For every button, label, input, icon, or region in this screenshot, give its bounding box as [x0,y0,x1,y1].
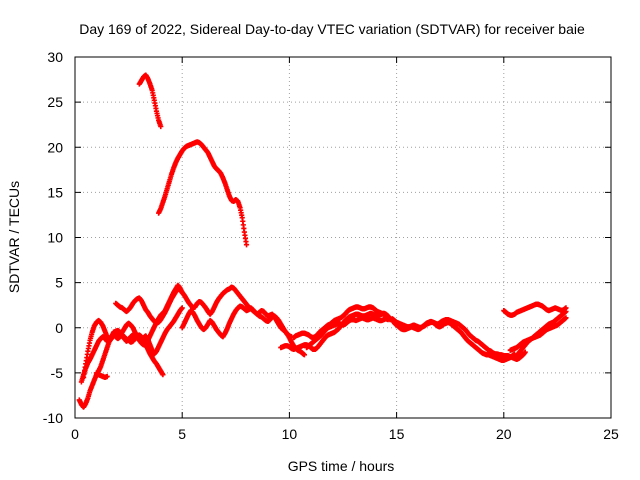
grid-lines [75,57,611,418]
data-point [563,308,569,315]
data-series [76,72,569,410]
series-track-11 [389,316,528,362]
series-track-12 [391,318,518,363]
series-track-3 [78,332,166,385]
chart-title: Day 169 of 2022, Sidereal Day-to-day VTE… [79,21,585,37]
x-axis-label: GPS time / hours [288,458,395,474]
y-tick-label: 20 [47,139,63,155]
series-track-13 [501,301,569,318]
series-track-2 [156,139,250,248]
y-tick-label: 25 [47,94,63,110]
data-point [160,372,166,378]
data-point [158,123,164,130]
x-tick-label: 10 [282,426,298,442]
y-axis-label: SDTVAR / TECUs [6,181,22,293]
data-point [385,317,391,323]
data-point [563,315,569,321]
axes: 0 5 10 15 20 25 -10 -5 0 5 10 15 20 25 30 [43,49,619,442]
series-track-10 [303,315,391,351]
series-track-5 [80,305,185,380]
series-track-15 [507,315,569,353]
data-point [301,352,308,358]
data-point [243,242,250,248]
x-tick-label: 5 [178,426,186,442]
y-tick-label: -10 [43,410,63,426]
series-track-7 [179,303,308,358]
y-tick-label: 10 [47,230,63,246]
y-tick-label: 5 [55,275,63,291]
y-tick-label: 15 [47,184,63,200]
data-point [522,349,528,355]
series-track-1 [136,72,164,130]
x-tick-label: 15 [389,426,405,442]
y-tick-label: 30 [47,49,63,65]
x-tick-label: 25 [603,426,619,442]
series-track-9 [291,304,393,341]
series-track-16 [93,370,110,380]
data-point [104,373,110,380]
data-point [179,305,185,311]
y-tick-label: 0 [55,320,63,336]
x-tick-label: 20 [496,426,512,442]
y-tick-label: -5 [51,365,64,381]
x-tick-label: 0 [71,426,79,442]
